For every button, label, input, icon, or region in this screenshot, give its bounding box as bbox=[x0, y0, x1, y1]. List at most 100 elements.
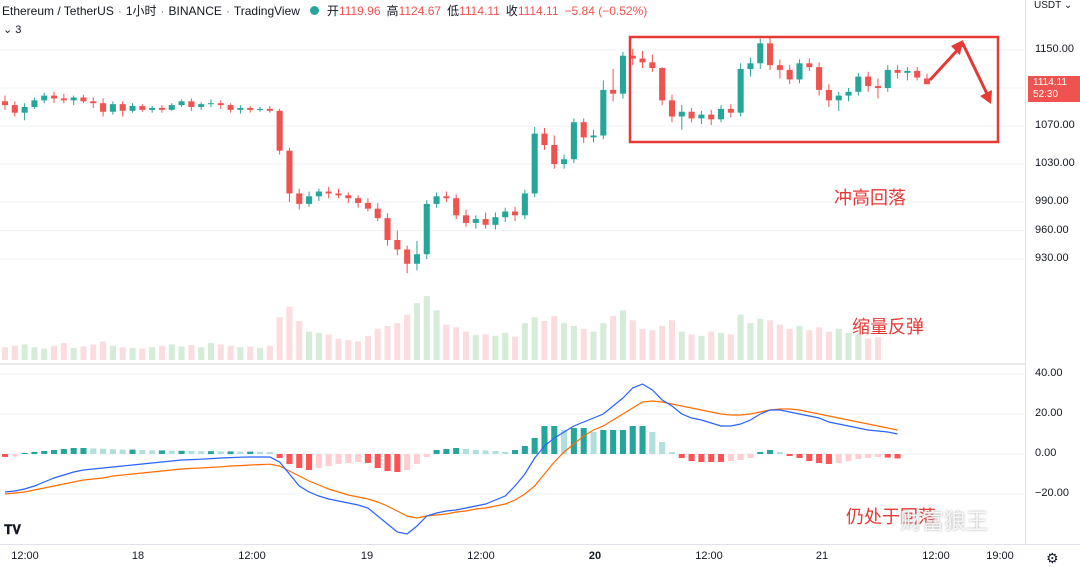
macd-histogram-bar bbox=[31, 452, 38, 454]
legend-separator: · bbox=[225, 3, 230, 18]
candle-body bbox=[41, 95, 48, 101]
candle-body bbox=[816, 67, 823, 90]
time-tick-label: 21 bbox=[815, 550, 829, 562]
candle-body bbox=[139, 106, 146, 110]
candle-body bbox=[276, 110, 283, 151]
candle-body bbox=[109, 104, 116, 112]
candle bbox=[207, 99, 215, 107]
volume-bar bbox=[21, 344, 28, 360]
candle-body bbox=[521, 193, 528, 216]
candle-body bbox=[384, 218, 391, 240]
candle bbox=[149, 106, 156, 113]
candle-body bbox=[335, 193, 342, 196]
gear-icon[interactable]: ⚙ bbox=[1046, 550, 1059, 566]
candle bbox=[256, 107, 264, 112]
candle-body bbox=[737, 69, 744, 113]
price-tick-label: 960.00 bbox=[1035, 223, 1069, 236]
symbol-name[interactable]: Ethereum / TetherUS bbox=[2, 3, 114, 18]
volume-bar bbox=[60, 342, 67, 360]
volume-bar bbox=[345, 340, 352, 360]
candle bbox=[345, 192, 352, 203]
tradingview-logo[interactable]: 𝐓𝐕 bbox=[4, 522, 21, 537]
candle bbox=[315, 188, 322, 202]
macd-histogram-bar bbox=[580, 428, 587, 454]
candle bbox=[561, 154, 568, 169]
candle-body bbox=[767, 43, 774, 66]
time-tick-label: 12:00 bbox=[238, 550, 266, 562]
volume-bar bbox=[413, 303, 420, 360]
macd-histogram-bar bbox=[874, 454, 881, 457]
candle bbox=[551, 135, 558, 169]
candle bbox=[639, 50, 646, 69]
macd-histogram-bar bbox=[325, 454, 332, 466]
candle bbox=[188, 98, 195, 111]
market-status-icon[interactable] bbox=[309, 6, 319, 15]
candle-body bbox=[31, 100, 38, 107]
macd-histogram-bar bbox=[619, 430, 626, 454]
time-tick-label: 19:00 bbox=[986, 550, 1014, 562]
candle-body bbox=[472, 219, 479, 223]
macd-histogram-bar bbox=[198, 451, 205, 454]
macd-histogram-bar bbox=[100, 448, 107, 454]
candle bbox=[580, 118, 587, 144]
candle bbox=[698, 110, 705, 125]
volume-bar bbox=[659, 325, 666, 360]
volume-bar bbox=[286, 306, 293, 360]
annotation-still-declining: 仍处于回落 bbox=[846, 507, 936, 528]
watermark: 财富狼王 bbox=[900, 510, 989, 535]
volume-bar bbox=[188, 345, 195, 360]
volume-bar bbox=[776, 324, 783, 360]
currency-dropdown[interactable]: USDT ⌄ bbox=[1034, 0, 1072, 11]
macd-histogram-bar bbox=[237, 451, 244, 454]
candle-body bbox=[512, 211, 519, 216]
macd-histogram-bar bbox=[668, 452, 676, 454]
change-value: −5.84 (−0.52%) bbox=[564, 3, 648, 18]
macd-histogram-bar bbox=[266, 452, 273, 454]
candle bbox=[335, 188, 342, 199]
price-axis[interactable]: USDT ⌄ 1150.001110.001070.001030.00990.0… bbox=[1025, 0, 1080, 544]
candle-body bbox=[855, 76, 862, 92]
volume-bar bbox=[825, 331, 832, 360]
macd-histogram-bar bbox=[364, 454, 371, 463]
indicator-toggle[interactable]: ⌄ 3 bbox=[2, 22, 22, 37]
candle bbox=[217, 100, 224, 109]
candle-body bbox=[590, 135, 597, 138]
macd-histogram-bar bbox=[315, 454, 322, 468]
macd-histogram-bar bbox=[845, 454, 852, 461]
indicator-count: 3 bbox=[15, 24, 22, 36]
candle-body bbox=[776, 65, 783, 70]
candle-body bbox=[374, 208, 381, 219]
candle bbox=[364, 198, 371, 212]
candle-body bbox=[168, 105, 175, 110]
macd-histogram-bar bbox=[306, 454, 313, 470]
volume-bar bbox=[296, 320, 303, 360]
candle-body bbox=[404, 249, 411, 264]
macd-histogram-bar bbox=[286, 454, 293, 464]
volume-bar bbox=[374, 328, 381, 360]
volume-bar bbox=[423, 296, 430, 360]
candle bbox=[688, 107, 695, 123]
time-axis[interactable]: 12:00 18 12:00 19 12:00 20 12:00 21 12:00 19:00 bbox=[0, 544, 1080, 567]
chart-grid bbox=[0, 49, 1025, 495]
macd-histogram-bar bbox=[355, 454, 362, 462]
volume-bar bbox=[600, 323, 607, 360]
candle-body bbox=[21, 107, 28, 113]
macd-histogram-bar bbox=[767, 450, 774, 454]
macd-histogram-bar bbox=[41, 451, 48, 454]
macd-histogram-bar bbox=[531, 438, 538, 454]
candle bbox=[541, 127, 548, 150]
candle-body bbox=[874, 86, 881, 88]
macd-histogram-bar bbox=[786, 454, 793, 456]
time-tick-label: 20 bbox=[588, 550, 602, 562]
macd-histogram-bar bbox=[276, 454, 283, 458]
macd-histogram-bar bbox=[512, 450, 519, 454]
candle-body bbox=[345, 195, 352, 199]
volume-bar bbox=[364, 335, 371, 360]
interval-label[interactable]: 1小时 bbox=[125, 4, 157, 18]
candle-body bbox=[247, 107, 254, 110]
volume-bar bbox=[11, 345, 18, 360]
legend-separator: · bbox=[117, 3, 122, 18]
candle bbox=[502, 207, 509, 222]
volume-bar bbox=[119, 347, 126, 360]
